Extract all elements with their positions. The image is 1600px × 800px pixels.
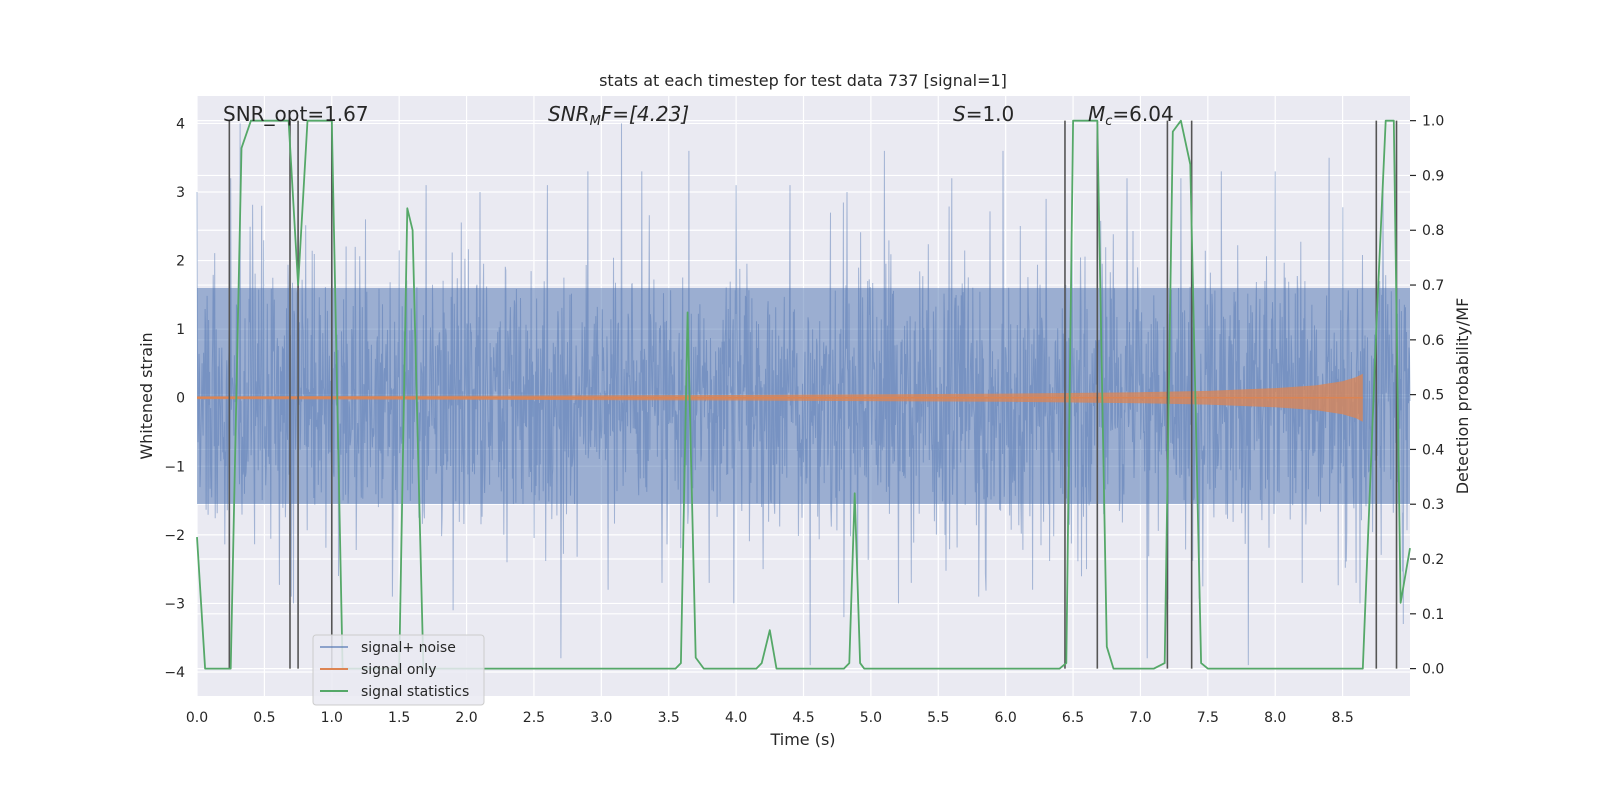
annotation-mc: Mc=6.04	[1088, 102, 1174, 129]
y-tick-label: −4	[164, 665, 185, 681]
y-tick-label: −1	[164, 459, 185, 475]
y-tick-label: 2	[176, 254, 185, 270]
x-tick-label: 5.0	[860, 710, 882, 726]
right-tick-label: 1.0	[1422, 114, 1444, 130]
right-axis-ticks: 1.0 0.9 0.8 0.7 0.6 0.5 0.4 0.3 0.2 0.1 0.0	[1410, 114, 1444, 678]
x-axis-label: Time (s)	[769, 730, 835, 749]
right-tick-label: 0.0	[1422, 662, 1444, 678]
right-tick-label: 0.1	[1422, 607, 1444, 623]
x-tick-label: 8.0	[1264, 710, 1286, 726]
annotation-snr-mf: SNRMF=[4.23]	[548, 102, 689, 129]
x-tick-label: 4.5	[792, 710, 814, 726]
right-tick-label: 0.5	[1422, 388, 1444, 404]
legend: signal+ noise signal only signal statist…	[312, 634, 485, 706]
y-tick-label: 0	[176, 391, 185, 407]
x-tick-label: 3.0	[590, 710, 612, 726]
y-tick-label: 3	[176, 185, 185, 201]
x-tick-label: 1.5	[388, 710, 410, 726]
legend-label-signal-statistics: signal statistics	[361, 684, 469, 700]
annotation-s: S=1.0	[953, 102, 1014, 126]
right-axis-label: Detection probability/MF	[1453, 298, 1472, 495]
right-tick-label: 0.2	[1422, 552, 1444, 568]
noise-line	[196, 123, 1411, 666]
y-tick-label: −2	[164, 528, 185, 544]
right-tick-label: 0.6	[1422, 333, 1444, 349]
x-tick-label: 0.5	[253, 710, 275, 726]
y-tick-label: 1	[176, 322, 185, 338]
x-tick-label: 8.5	[1331, 710, 1353, 726]
legend-label-signal-noise: signal+ noise	[361, 640, 456, 656]
x-tick-label: 6.5	[1062, 710, 1084, 726]
x-tick-label: 7.0	[1129, 710, 1151, 726]
y-axis-label: Whitened strain	[137, 332, 156, 459]
legend-label-signal-only: signal only	[361, 662, 436, 678]
x-tick-label: 7.5	[1197, 710, 1219, 726]
x-tick-label: 0.0	[186, 710, 208, 726]
statistics-line	[196, 119, 1411, 670]
legend-box	[312, 634, 485, 706]
signal-statistics-series	[196, 119, 1411, 670]
x-tick-label: 5.5	[927, 710, 949, 726]
x-tick-label: 6.0	[995, 710, 1017, 726]
right-tick-label: 0.7	[1422, 278, 1444, 294]
right-tick-label: 0.9	[1422, 168, 1444, 184]
y-tick-label: 4	[176, 116, 185, 132]
right-tick-label: 0.8	[1422, 223, 1444, 239]
x-axis-ticks: 0.0 0.5 1.0 1.5 2.0 2.5 3.0 3.5 4.0 4.5 5.0 5.5 6.0 6…	[186, 710, 1354, 726]
x-tick-label: 2.5	[523, 710, 545, 726]
chart-title: stats at each timestep for test data 737…	[599, 71, 1007, 90]
x-tick-label: 1.0	[321, 710, 343, 726]
annotation-snr-opt: SNR_opt=1.67	[223, 102, 369, 126]
right-tick-label: 0.3	[1422, 497, 1444, 513]
y-axis-ticks: 4 3 2 1 0 −1 −2 −3 −4	[164, 116, 185, 681]
x-tick-label: 3.5	[658, 710, 680, 726]
right-tick-label: 0.4	[1422, 442, 1444, 458]
x-tick-label: 4.0	[725, 710, 747, 726]
y-tick-label: −3	[164, 596, 185, 612]
x-tick-label: 2.0	[455, 710, 477, 726]
